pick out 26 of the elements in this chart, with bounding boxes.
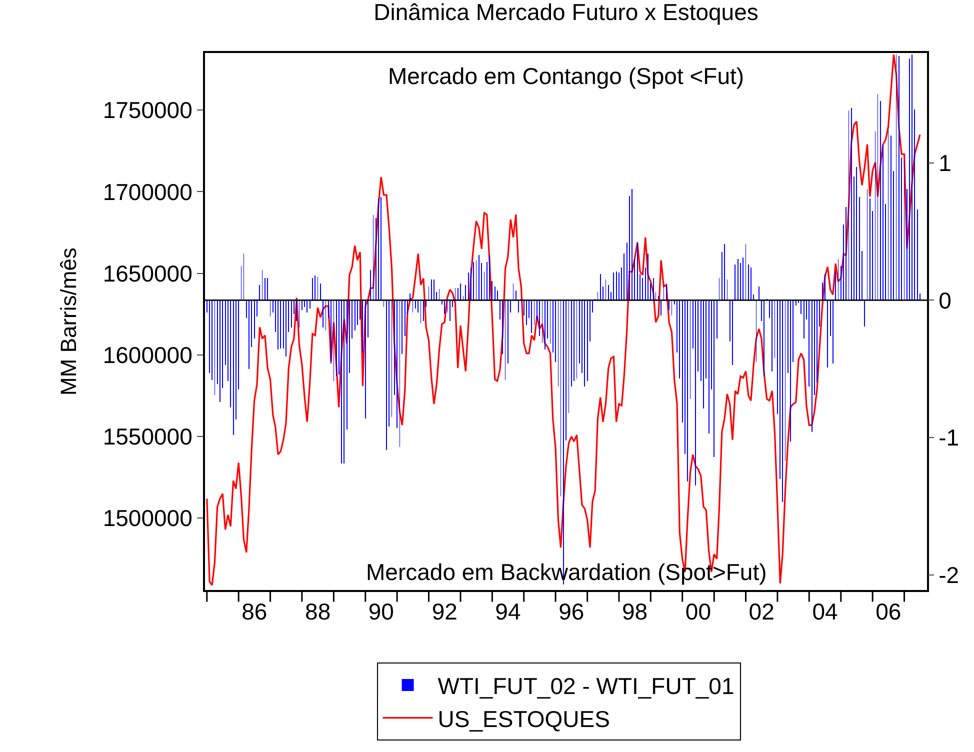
- y2-tick-label: -2: [938, 562, 960, 588]
- chart-title: Dinâmica Mercado Futuro x Estoques: [374, 0, 758, 25]
- legend-label: US_ESTOQUES: [438, 706, 610, 732]
- x-tick-label: 90: [368, 598, 394, 625]
- x-tick-label: 06: [876, 598, 902, 625]
- y-tick-label: 1550000: [102, 424, 192, 450]
- y2-tick-label: 1: [938, 150, 952, 176]
- x-tick-label: 88: [305, 598, 331, 625]
- x-tick-label: 00: [685, 598, 712, 625]
- x-tick-label: 86: [242, 598, 268, 625]
- x-tick-label: 92: [432, 598, 458, 625]
- x-tick-label: 04: [812, 598, 838, 625]
- x-tick-label: 98: [622, 598, 648, 625]
- x-tick-label: 02: [748, 598, 774, 625]
- y-tick-label: 1700000: [102, 178, 192, 205]
- y-tick-label: 1500000: [102, 505, 192, 532]
- y-tick-label: 1650000: [102, 260, 192, 286]
- y2-tick-label: -1: [938, 424, 960, 451]
- y2-tick-label: 0: [938, 287, 952, 314]
- annotation: Mercado em Contango (Spot <Fut): [388, 63, 744, 89]
- y-axis-title: MM Barris/mês: [56, 248, 82, 396]
- legend-label: WTI_FUT_02 - WTI_FUT_01: [438, 672, 734, 699]
- x-tick-label: 94: [495, 598, 521, 625]
- y-tick-label: 1750000: [102, 97, 192, 124]
- y-tick-label: 1600000: [102, 342, 192, 368]
- x-tick-label: 96: [558, 598, 584, 625]
